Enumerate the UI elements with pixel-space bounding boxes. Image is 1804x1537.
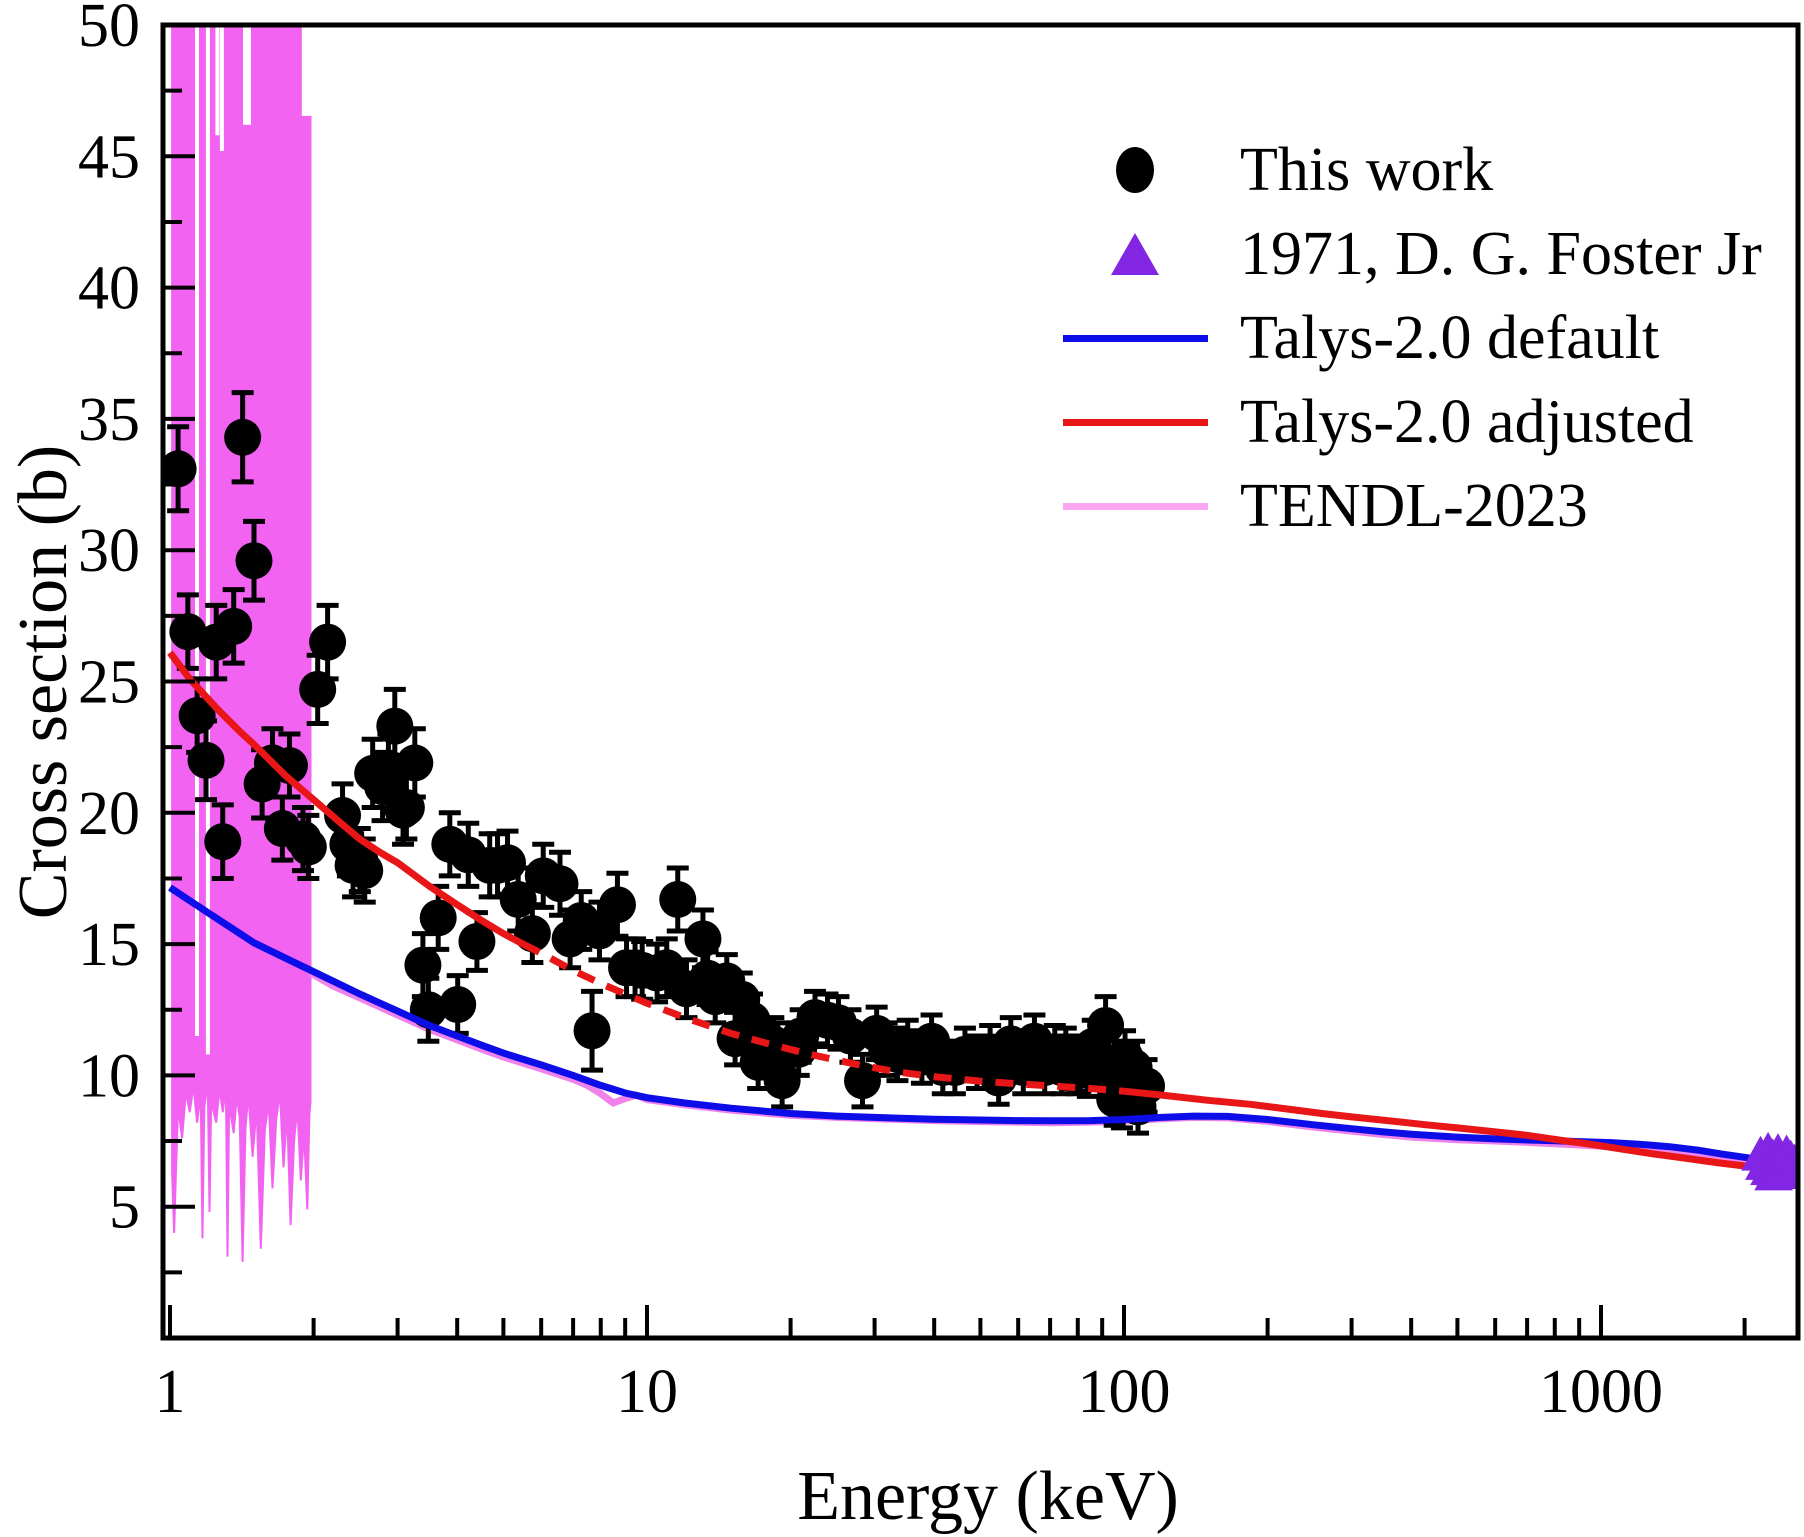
y-tick-label: 5 bbox=[109, 1174, 140, 1242]
legend-item-foster: 1971, D. G. Foster Jr bbox=[1040, 212, 1762, 296]
legend-item-talys-default: Talys-2.0 default bbox=[1040, 296, 1762, 380]
legend: This work 1971, D. G. Foster Jr Talys-2.… bbox=[1040, 128, 1762, 548]
legend-label-foster: 1971, D. G. Foster Jr bbox=[1240, 219, 1762, 288]
series-foster-1971 bbox=[1741, 1131, 1798, 1191]
series-talys-adjusted bbox=[167, 650, 1798, 1174]
blue-line-swatch-icon bbox=[1062, 334, 1208, 342]
legend-item-tendl: TENDL-2023 bbox=[1040, 464, 1762, 548]
y-tick-label: 25 bbox=[78, 649, 140, 717]
legend-label-talys-default: Talys-2.0 default bbox=[1240, 303, 1660, 372]
y-tick-label: 40 bbox=[78, 255, 140, 323]
legend-label-tendl: TENDL-2023 bbox=[1240, 471, 1588, 540]
y-tick-label: 45 bbox=[78, 123, 140, 191]
plot-area bbox=[163, 24, 1798, 1262]
x-tick-label: 100 bbox=[1078, 1358, 1171, 1426]
red-line-swatch-icon bbox=[1062, 418, 1208, 426]
legend-label-this-work: This work bbox=[1240, 135, 1494, 204]
series-this-work bbox=[163, 390, 1166, 1136]
circle-marker-icon bbox=[1116, 147, 1154, 193]
y-tick-label: 10 bbox=[78, 1042, 140, 1110]
legend-item-this-work: This work bbox=[1040, 128, 1762, 212]
y-tick-label: 35 bbox=[78, 386, 140, 454]
x-tick-label: 10 bbox=[616, 1358, 678, 1426]
triangle-marker-icon bbox=[1111, 233, 1159, 275]
legend-item-talys-adjusted: Talys-2.0 adjusted bbox=[1040, 380, 1762, 464]
axis-ticks: 5 10 15 20 25 30 35 40 45 50 1 10 100 1000 bbox=[78, 0, 1747, 1426]
plot-frame bbox=[160, 22, 1801, 1341]
x-tick-label: 1000 bbox=[1539, 1358, 1663, 1426]
legend-label-talys-adjusted: Talys-2.0 adjusted bbox=[1240, 387, 1694, 456]
y-tick-label: 50 bbox=[78, 0, 140, 60]
y-tick-label: 30 bbox=[78, 517, 140, 585]
pink-line-swatch-icon bbox=[1062, 502, 1208, 510]
series-talys-default bbox=[168, 884, 1798, 1170]
x-tick-label: 1 bbox=[155, 1358, 186, 1426]
y-tick-label: 20 bbox=[78, 780, 140, 848]
x-axis-title: Energy (keV) bbox=[797, 1458, 1179, 1535]
y-axis-title: Cross section (b) bbox=[5, 444, 82, 920]
y-tick-label: 15 bbox=[78, 911, 140, 979]
